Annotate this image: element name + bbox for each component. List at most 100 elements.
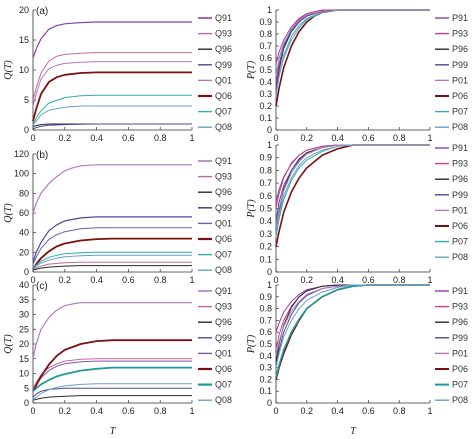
y-tick-label: 0.6 — [259, 191, 272, 201]
series-line-P06 — [275, 144, 430, 247]
panel-label: (a) — [36, 6, 48, 17]
series-line-P99 — [275, 9, 430, 89]
legend-label-P99: P99 — [452, 60, 468, 70]
series-line-P96 — [275, 284, 430, 362]
y-tick-label: 40 — [19, 228, 29, 238]
x-tick-label: 0.2 — [59, 406, 72, 416]
y-tick-label: 100 — [14, 169, 29, 179]
y-tick-label: 0.4 — [259, 77, 272, 87]
panel-label: (c) — [36, 281, 48, 292]
x-tick-label: 0.2 — [301, 275, 314, 285]
y-tick-label: 1 — [267, 5, 272, 15]
series-line-Q08 — [32, 383, 192, 401]
x-tick-label: 0 — [30, 133, 35, 143]
series-line-P96 — [275, 144, 430, 234]
x-tick-label: 0.8 — [393, 275, 406, 285]
legend-label-Q99: Q99 — [215, 203, 232, 213]
series-line-Q06 — [32, 339, 192, 392]
y-tick-label: 0.3 — [259, 229, 272, 239]
x-tick-label: 0.6 — [122, 275, 135, 285]
y-tick-label: 15 — [19, 35, 29, 45]
x-tick-label: 1 — [189, 406, 194, 416]
y-tick-label: 0.9 — [259, 17, 272, 27]
x-tick-label: 0.2 — [59, 275, 72, 285]
legend-label-Q91: Q91 — [215, 156, 232, 166]
legend-label-Q93: Q93 — [215, 302, 232, 312]
legend-label-Q06: Q06 — [215, 234, 232, 244]
y-tick-label: 0.9 — [259, 153, 272, 163]
legend-label-P07: P07 — [452, 107, 468, 117]
series-line-P08 — [275, 144, 430, 234]
y-tick-label: 10 — [19, 65, 29, 75]
series-line-Q08 — [32, 105, 192, 126]
legend-label-P06: P06 — [452, 221, 468, 231]
series-line-Q99 — [32, 387, 192, 398]
series-line-P06 — [275, 284, 430, 380]
legend-label-Q08: Q08 — [215, 395, 232, 405]
legend-label-P01: P01 — [452, 75, 468, 85]
y-tick-label: 0.7 — [259, 178, 272, 188]
chart-panel-3: 0 20 40 60 80 100 120 0 0.2 0.4 0.6 0.8 1 Q(T) (b) Q91 Q… — [3, 149, 232, 285]
y-tick-label: 60 — [19, 208, 29, 218]
x-tick-label: 0.2 — [301, 406, 314, 416]
y-tick-label: 0.8 — [259, 29, 272, 39]
y-axis-label: P(T) — [246, 334, 257, 354]
series-line-Q96 — [32, 395, 192, 401]
series-line-Q91 — [32, 302, 192, 359]
y-tick-label: 20 — [19, 247, 29, 257]
x-tick-label: 0.4 — [90, 406, 103, 416]
series-line-P91 — [275, 144, 430, 203]
x-tick-label: 0.6 — [362, 133, 375, 143]
y-tick-label: 5 — [24, 95, 29, 105]
y-tick-label: 15 — [19, 354, 29, 364]
legend-label-Q08: Q08 — [215, 265, 232, 275]
y-tick-label: 0 — [24, 267, 29, 277]
x-tick-label: 0.8 — [154, 275, 167, 285]
x-tick-label: 1 — [189, 133, 194, 143]
x-tick-label: 0.4 — [331, 133, 344, 143]
chart-panel-4: 0 0.1 0.2 0.3 0.4 0.5 0.6 0.7 0.8 0.9 1 0 0.2 0.4 0.6 0… — [246, 140, 468, 285]
legend-label-P93: P93 — [452, 159, 468, 169]
y-tick-label: 0.5 — [259, 339, 272, 349]
legend-label-P93: P93 — [452, 29, 468, 39]
series-line-Q06 — [32, 237, 192, 270]
x-tick-label: 0 — [30, 406, 35, 416]
legend-label-P91: P91 — [452, 286, 468, 296]
x-tick-label: 0 — [273, 275, 278, 285]
y-tick-label: 40 — [19, 280, 29, 290]
y-tick-label: 20 — [19, 5, 29, 15]
y-tick-label: 0 — [24, 125, 29, 135]
legend-label-Q01: Q01 — [215, 218, 232, 228]
series-line-Q96 — [32, 265, 192, 271]
x-tick-label: 0.4 — [331, 406, 344, 416]
y-tick-label: 35 — [19, 295, 29, 305]
legend-label-P91: P91 — [452, 13, 468, 23]
y-tick-label: 0.8 — [259, 165, 272, 175]
x-tick-label: 0.8 — [393, 406, 406, 416]
y-axis-label: Q(T) — [3, 60, 14, 80]
legend-label-Q93: Q93 — [215, 172, 232, 182]
x-tick-label: 0.6 — [362, 406, 375, 416]
series-line-P99 — [275, 144, 430, 222]
y-tick-label: 1 — [267, 280, 272, 290]
x-tick-label: 1 — [189, 275, 194, 285]
y-tick-label: 10 — [19, 369, 29, 379]
chart-panel-2: 00.10.20.30.40.50.60.70.80.910 0.2 0.4 0.6 0… — [246, 5, 468, 143]
y-tick-label: 0.9 — [259, 292, 272, 302]
x-tick-label: 0.2 — [59, 133, 72, 143]
y-tick-label: 0.3 — [259, 363, 272, 373]
x-tick-label: 1 — [427, 275, 432, 285]
legend-label-P08: P08 — [452, 122, 468, 132]
series-line-Q93 — [32, 358, 192, 389]
legend-label-P07: P07 — [452, 237, 468, 247]
x-tick-label: 0.4 — [331, 275, 344, 285]
x-tick-label: 0 — [273, 406, 278, 416]
legend-label-P96: P96 — [452, 44, 468, 54]
legend-label-P01: P01 — [452, 348, 468, 358]
y-axis-label: Q(T) — [3, 203, 14, 223]
series-line-Q08 — [32, 254, 192, 270]
x-tick-label: 0.4 — [90, 275, 103, 285]
y-tick-label: 0.7 — [259, 315, 272, 325]
y-tick-label: 0 — [24, 398, 29, 408]
x-axis-label: T — [110, 426, 117, 437]
